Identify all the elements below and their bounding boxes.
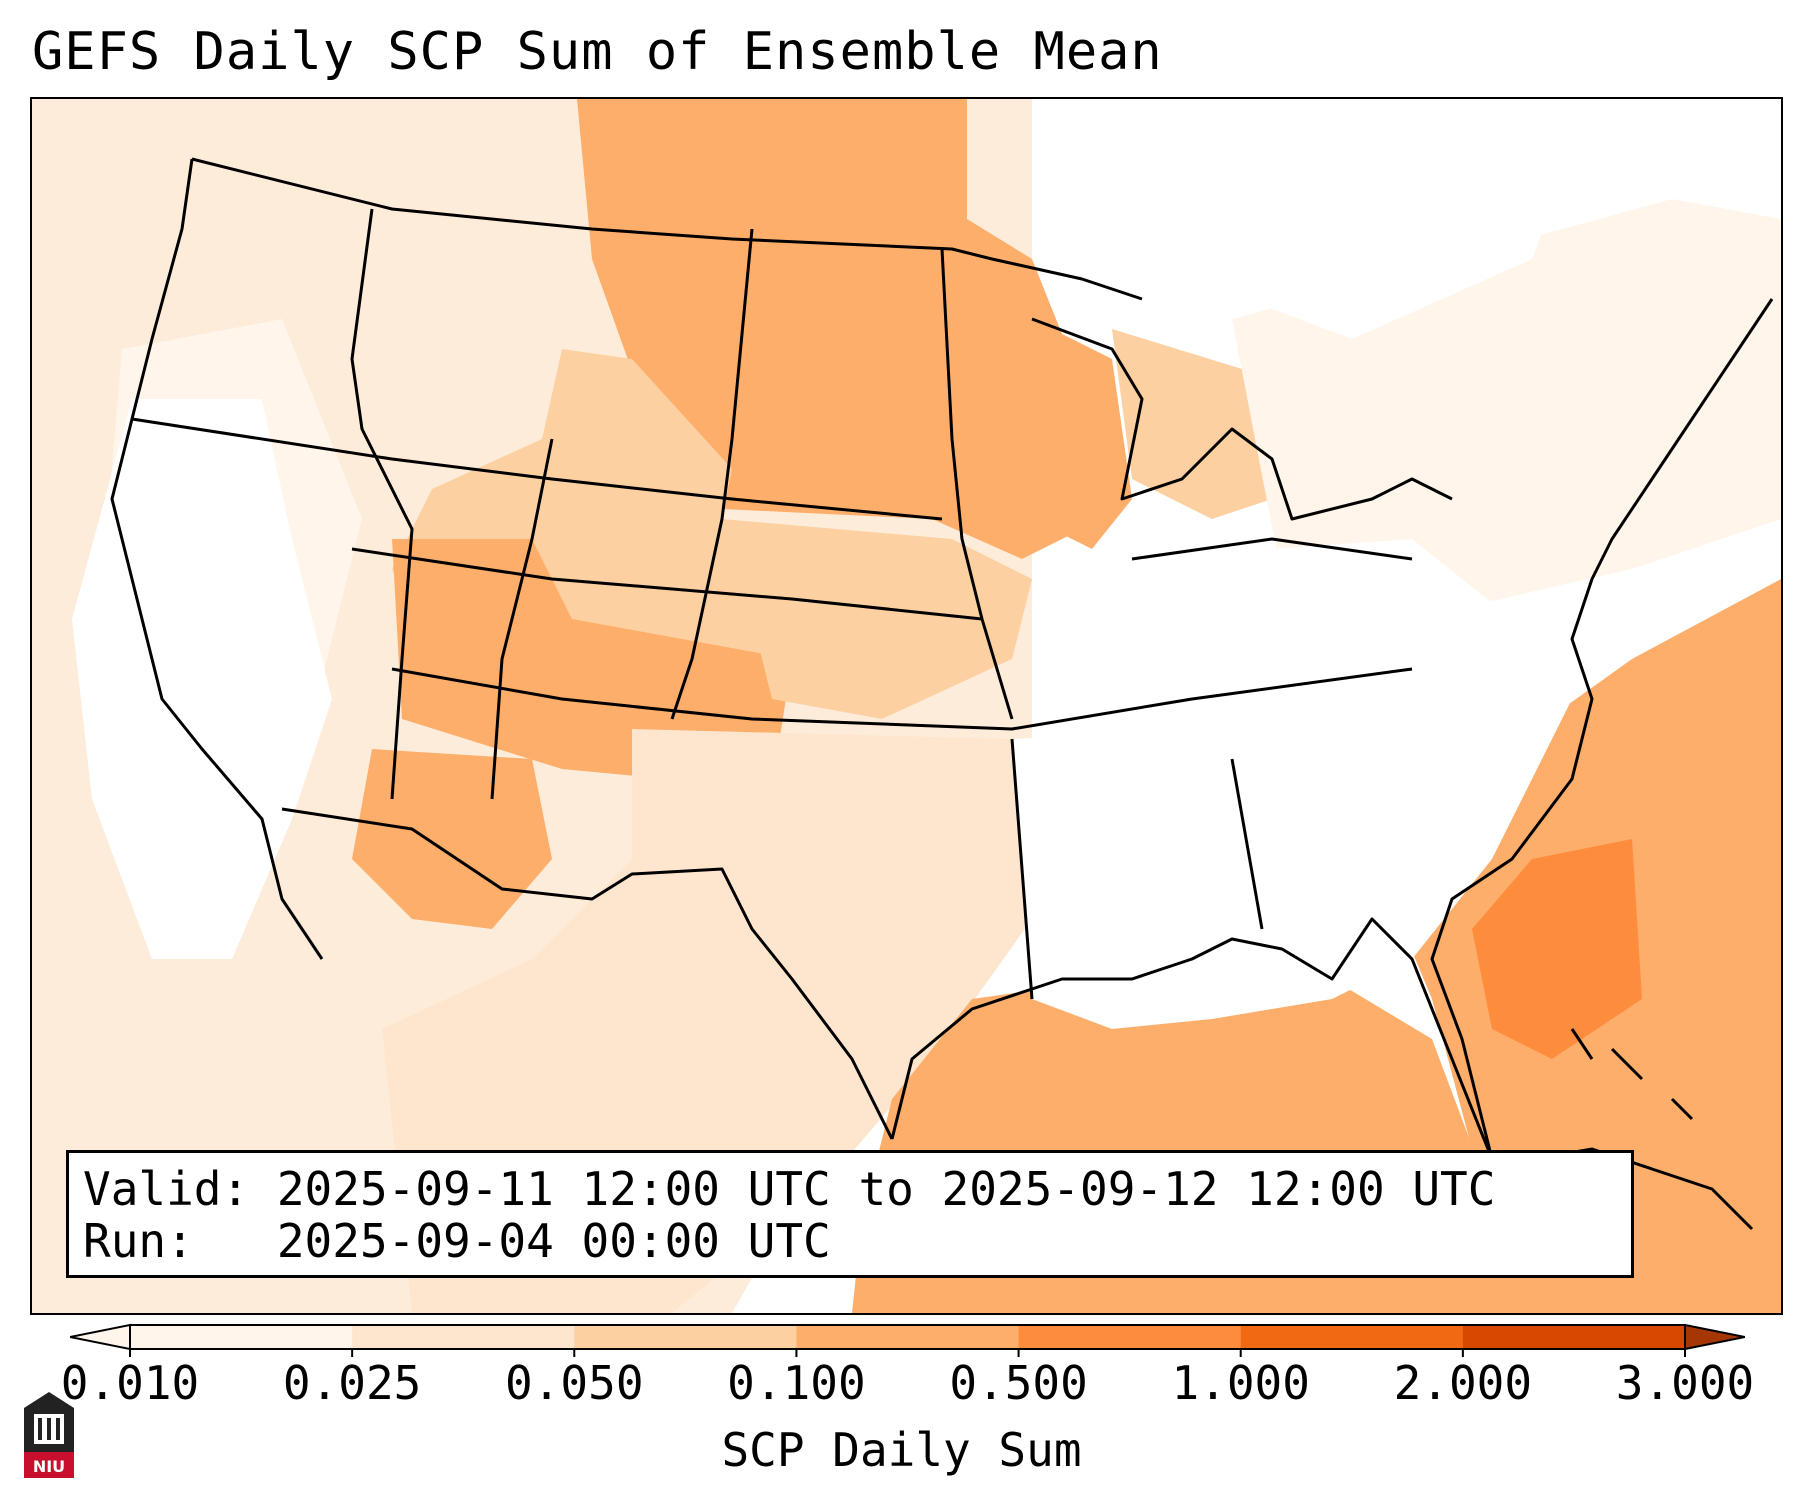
scp-shading: [32, 99, 1781, 1313]
state-line-lat-mid: [351, 547, 983, 621]
map-title: GEFS Daily SCP Sum of Ensemble Mean: [32, 22, 1163, 82]
colorbar-segment: [352, 1325, 575, 1349]
map-panel: [30, 97, 1783, 1315]
map-canvas: [32, 99, 1781, 1313]
state-line-plains-east: [940, 248, 1014, 720]
state-line-ohio: [1131, 537, 1413, 561]
colorbar-segment: [1018, 1325, 1242, 1349]
state-line-mountain-west: [350, 208, 414, 800]
shade-california-clear: [72, 399, 332, 959]
colorbar-segment: [574, 1325, 797, 1349]
colorbar-extend-high: [1684, 1323, 1745, 1351]
us-canada-border: [191, 157, 1143, 301]
shade-ohio-valley-clear: [1132, 539, 1512, 759]
colorbar-tick-label: 1.000: [1171, 1356, 1310, 1410]
map-borders: [110, 157, 1774, 1160]
state-line-southeast-2: [1230, 758, 1264, 930]
state-line-rockies: [490, 438, 554, 800]
state-line-southeast: [1010, 738, 1034, 1000]
colorbar-tick-label: 0.025: [282, 1356, 422, 1410]
atlantic-coast: [1430, 298, 1774, 1160]
state-line-plains-west: [670, 228, 754, 720]
valid-time-text: Valid: 2025-09-11 12:00 UTC to 2025-09-1…: [83, 1162, 1496, 1216]
colorbar-segments: [70, 1323, 1745, 1351]
shade-canada-east-clear: [1072, 99, 1592, 339]
colorbar-segment: [130, 1325, 353, 1349]
colorbar: [70, 1323, 1745, 1357]
shade-wisconsin: [1022, 319, 1132, 549]
shade-michigan: [1112, 329, 1272, 519]
colorbar-tick-label: 3.000: [1615, 1356, 1755, 1410]
shade-central-plains: [722, 519, 1032, 719]
colorbar-segment: [1462, 1325, 1686, 1349]
state-line-lat-south: [391, 667, 1413, 731]
great-lakes: [1031, 317, 1453, 521]
gulf-coast: [890, 917, 1494, 1160]
colorbar-tickmarks: [129, 1349, 1686, 1357]
colorbar-tick-labels: 0.010 0.025 0.050 0.100 0.500 1.000 2.000 3.000: [0, 1357, 1803, 1417]
pacific-coast: [110, 158, 324, 960]
colorbar-tick-label: 2.000: [1393, 1356, 1533, 1410]
colorbar-label: SCP Daily Sum: [721, 1423, 1082, 1477]
us-mexico-border: [281, 807, 894, 1140]
niu-logo-icon: NIU: [24, 1392, 74, 1478]
colorbar-tick-label: 0.100: [727, 1356, 866, 1410]
svg-text:NIU: NIU: [33, 1457, 65, 1476]
shade-atlantic-core: [1472, 839, 1642, 1059]
state-line-lat-north: [131, 417, 943, 521]
colorbar-extend-low: [70, 1323, 131, 1351]
colorbar-tick-label: 0.050: [505, 1356, 644, 1410]
shade-arizona: [352, 749, 552, 929]
colorbar-segment: [1240, 1325, 1464, 1349]
run-time-text: Run: 2025-09-04 00:00 UTC: [83, 1214, 831, 1268]
colorbar-tick-label: 0.500: [949, 1356, 1088, 1410]
valid-run-info-box: Valid: 2025-09-11 12:00 UTC to 2025-09-1…: [66, 1150, 1634, 1278]
colorbar-tick-label: 0.010: [60, 1356, 200, 1410]
colorbar-frame: [129, 1324, 1686, 1350]
colorbar-segment: [796, 1325, 1020, 1349]
shade-utah-colorado: [392, 539, 792, 789]
shade-southeast-clear: [1012, 659, 1592, 1029]
